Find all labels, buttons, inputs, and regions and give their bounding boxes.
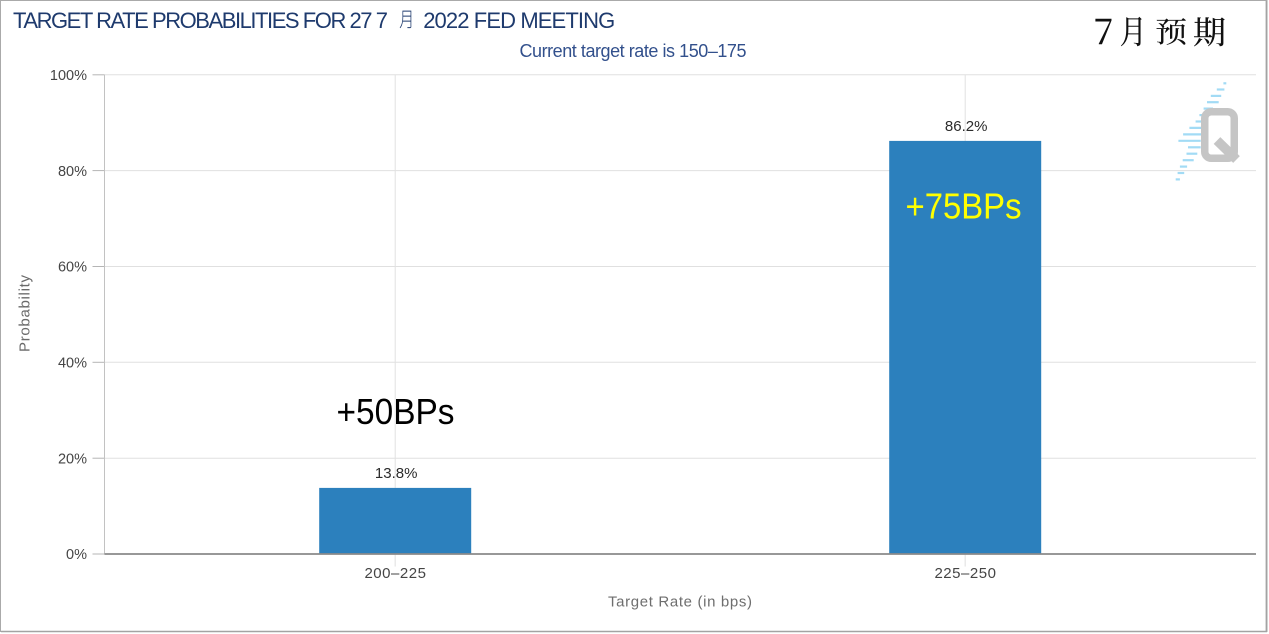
svg-text:225–250: 225–250 xyxy=(934,565,996,582)
svg-text:+50BPs: +50BPs xyxy=(337,391,455,432)
svg-text:60%: 60% xyxy=(58,260,87,276)
svg-text:40%: 40% xyxy=(58,356,87,372)
svg-text:200–225: 200–225 xyxy=(364,565,426,582)
svg-text:Probability: Probability xyxy=(17,275,34,353)
svg-text:80%: 80% xyxy=(58,164,87,180)
svg-text:Current target rate is 150–175: Current target rate is 150–175 xyxy=(520,41,747,61)
svg-text:13.8%: 13.8% xyxy=(375,465,418,482)
svg-text:2022 FED MEETING: 2022 FED MEETING xyxy=(423,8,615,33)
svg-text:Target Rate (in bps): Target Rate (in bps) xyxy=(608,594,752,611)
svg-text:+75BPs: +75BPs xyxy=(906,185,1022,226)
svg-text:86.2%: 86.2% xyxy=(945,118,988,135)
svg-text:20%: 20% xyxy=(58,451,87,467)
svg-text:TARGET RATE PROBABILITIES FOR: TARGET RATE PROBABILITIES FOR 27 7 xyxy=(13,8,388,33)
svg-text:0%: 0% xyxy=(66,547,87,563)
svg-text:100%: 100% xyxy=(50,68,87,84)
